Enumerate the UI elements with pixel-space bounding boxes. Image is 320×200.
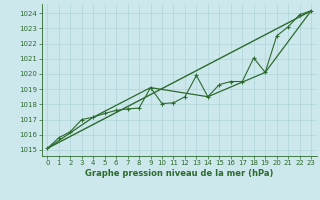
X-axis label: Graphe pression niveau de la mer (hPa): Graphe pression niveau de la mer (hPa) [85, 169, 273, 178]
